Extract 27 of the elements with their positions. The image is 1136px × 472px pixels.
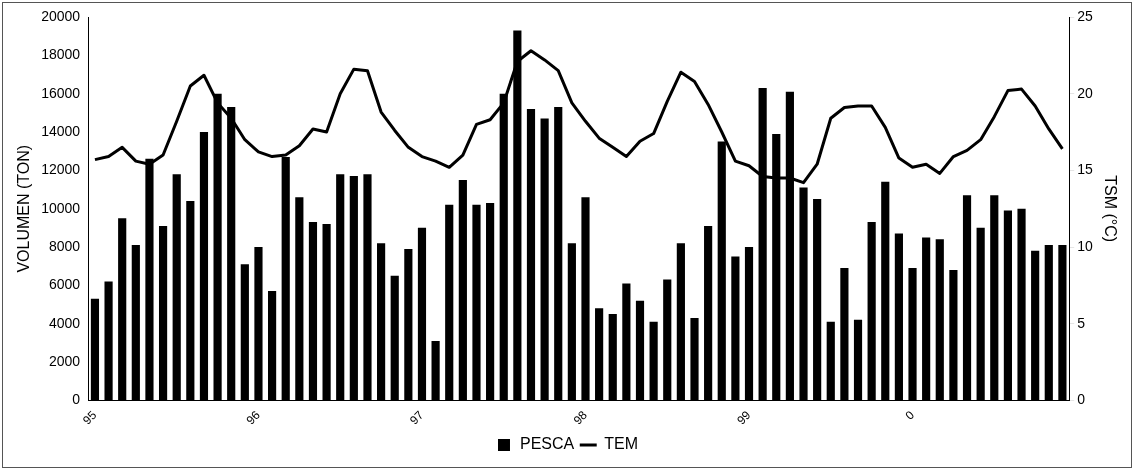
y-tick-label: 16000 [41, 84, 81, 101]
y-tick-label: 6000 [48, 276, 81, 293]
y-tick-label: 14000 [41, 122, 81, 139]
y2-tick-label: 15 [1077, 161, 1094, 178]
legend-label: TEM [604, 435, 639, 453]
y-axis-title: VOLUMEN (TON) [15, 144, 33, 273]
legend-label: PESCA [519, 435, 575, 453]
y-tick-label: 8000 [48, 237, 81, 254]
y-tick-label: 20000 [41, 7, 81, 24]
y2-tick-label: 0 [1077, 391, 1086, 408]
x-tick-label: 95 [80, 407, 100, 428]
y-tick-label: 0 [72, 391, 81, 408]
y2-tick-label: 20 [1077, 84, 1094, 101]
x-tick-label: 99 [734, 407, 754, 428]
y-tick-label: 18000 [41, 46, 81, 63]
y-tick-label: 4000 [48, 314, 81, 331]
y-tick-label: 12000 [41, 161, 81, 178]
y2-axis-title: TSM (°C) [1101, 175, 1119, 243]
y2-tick-label: 10 [1077, 237, 1094, 254]
y2-tick-label: 25 [1077, 7, 1094, 24]
y2-tick-label: 5 [1077, 314, 1086, 331]
x-tick-label: 98 [570, 407, 591, 428]
y-tick-label: 10000 [41, 199, 81, 216]
x-tick-label: 97 [407, 407, 427, 428]
y-tick-label: 2000 [48, 352, 81, 369]
x-tick-label: 0 [902, 407, 918, 423]
x-tick-label: 96 [243, 407, 264, 428]
